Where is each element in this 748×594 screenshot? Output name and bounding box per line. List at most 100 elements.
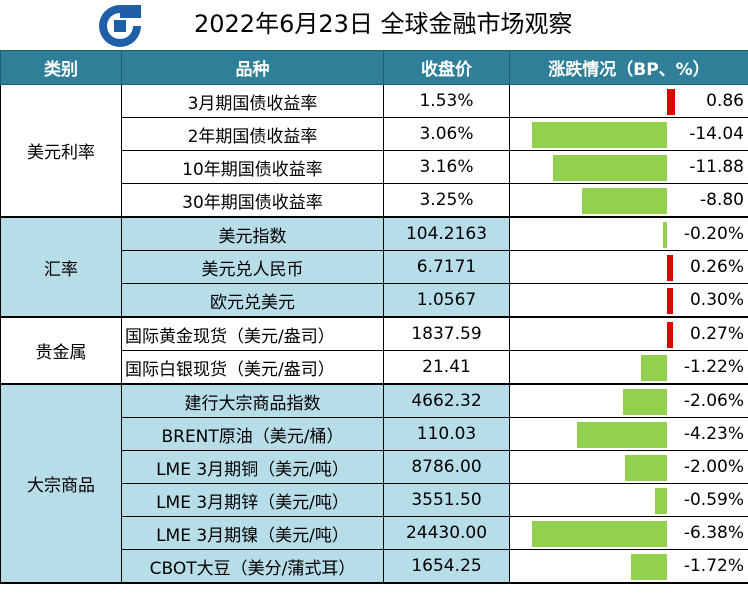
change-value: 0.26% bbox=[689, 257, 744, 277]
change-bar bbox=[654, 488, 667, 514]
change-cell: -0.20% bbox=[509, 217, 748, 251]
table-row: 美元兑人民币 6.7171 0.26% bbox=[1, 250, 748, 284]
category-cell: 美元利率 bbox=[0, 84, 122, 218]
change-cell: -8.80 bbox=[509, 183, 748, 218]
change-cell: 0.27% bbox=[509, 317, 748, 351]
instrument-name: CBOT大豆（美分/蒲式耳） bbox=[121, 549, 384, 584]
category-cell: 汇率 bbox=[0, 217, 122, 318]
page-title: 2022年6月23日 全球金融市场观察 bbox=[194, 10, 573, 38]
change-cell: -1.72% bbox=[509, 549, 748, 584]
category-cell: 大宗商品 bbox=[0, 384, 122, 584]
table-row: LME 3月期锌（美元/吨） 3551.50 -0.59% bbox=[1, 483, 748, 517]
change-bar bbox=[667, 255, 673, 281]
table-row: 2年期国债收益率 3.06% -14.04 bbox=[1, 117, 748, 151]
change-value: -6.38% bbox=[683, 523, 744, 543]
close-price: 8786.00 bbox=[383, 450, 510, 484]
instrument-name: 美元指数 bbox=[121, 217, 384, 251]
instrument-name: 30年期国债收益率 bbox=[121, 183, 384, 218]
change-cell: -6.38% bbox=[509, 516, 748, 550]
change-cell: 0.86 bbox=[509, 84, 748, 118]
instrument-name: 国际白银现货（美元/盎司） bbox=[121, 350, 384, 385]
close-price: 24430.00 bbox=[383, 516, 510, 550]
close-price: 110.03 bbox=[383, 417, 510, 451]
table-row: CBOT大豆（美分/蒲式耳） 1654.25 -1.72% bbox=[1, 549, 748, 584]
change-bar bbox=[582, 188, 667, 214]
change-bar bbox=[532, 122, 667, 148]
instrument-name: LME 3月期锌（美元/吨） bbox=[121, 483, 384, 517]
change-bar bbox=[623, 389, 667, 415]
change-bar bbox=[641, 355, 667, 381]
close-price: 6.7171 bbox=[383, 250, 510, 284]
ccb-logo-icon bbox=[99, 3, 143, 47]
close-price: 3551.50 bbox=[383, 483, 510, 517]
change-bar bbox=[577, 422, 667, 448]
instrument-name: LME 3月期铜（美元/吨） bbox=[121, 450, 384, 484]
instrument-name: 3月期国债收益率 bbox=[121, 84, 384, 118]
close-price: 1654.25 bbox=[383, 549, 510, 584]
column-header-category: 类别 bbox=[0, 50, 122, 85]
table-row: 欧元兑美元 1.0567 0.30% bbox=[1, 283, 748, 318]
change-bar bbox=[662, 222, 667, 248]
instrument-name: LME 3月期镍（美元/吨） bbox=[121, 516, 384, 550]
change-value: -1.72% bbox=[683, 556, 744, 576]
change-value: 0.86 bbox=[706, 91, 744, 111]
change-bar bbox=[667, 288, 674, 314]
table-header-row: 类别 品种 收盘价 涨跌情况（BP、%） bbox=[0, 50, 748, 85]
table-row: 大宗商品 建行大宗商品指数 4662.32 -2.06% bbox=[0, 384, 748, 584]
change-cell: -0.59% bbox=[509, 483, 748, 517]
change-cell: 0.30% bbox=[509, 283, 748, 318]
close-price: 1.0567 bbox=[383, 283, 510, 318]
instrument-name: 欧元兑美元 bbox=[121, 283, 384, 318]
table-row: BRENT原油（美元/桶） 110.03 -4.23% bbox=[1, 417, 748, 451]
category-cell: 贵金属 bbox=[0, 317, 122, 385]
close-price: 21.41 bbox=[383, 350, 510, 385]
change-value: -11.88 bbox=[689, 157, 744, 177]
change-cell: -14.04 bbox=[509, 117, 748, 151]
page-header: 2022年6月23日 全球金融市场观察 bbox=[0, 0, 748, 50]
change-cell: -2.06% bbox=[509, 384, 748, 418]
change-cell: -11.88 bbox=[509, 150, 748, 184]
change-value: 0.27% bbox=[689, 324, 744, 344]
change-value: -2.06% bbox=[683, 391, 744, 411]
table-row: 汇率 美元指数 104.2163 -0.20% bbox=[0, 217, 748, 318]
instrument-name: 国际黄金现货（美元/盎司） bbox=[121, 317, 384, 351]
market-table: 类别 品种 收盘价 涨跌情况（BP、%） 美元利率 3月期国债收益率 1.53% 0.… bbox=[0, 50, 748, 584]
change-cell: 0.26% bbox=[509, 250, 748, 284]
table-row: LME 3月期镍（美元/吨） 24430.00 -6.38% bbox=[1, 516, 748, 550]
table-row: 国际白银现货（美元/盎司） 21.41 -1.22% bbox=[1, 350, 748, 385]
close-price: 104.2163 bbox=[383, 217, 510, 251]
close-price: 3.16% bbox=[383, 150, 510, 184]
change-value: -1.22% bbox=[683, 357, 744, 377]
change-value: -0.20% bbox=[683, 224, 744, 244]
change-cell: -2.00% bbox=[509, 450, 748, 484]
change-bar bbox=[552, 155, 667, 181]
column-header-change: 涨跌情况（BP、%） bbox=[509, 50, 748, 85]
change-bar bbox=[667, 89, 676, 115]
close-price: 3.06% bbox=[383, 117, 510, 151]
change-cell: -4.23% bbox=[509, 417, 748, 451]
column-header-close: 收盘价 bbox=[383, 50, 510, 85]
change-cell: -1.22% bbox=[509, 350, 748, 385]
close-price: 1837.59 bbox=[383, 317, 510, 351]
table-row: 10年期国债收益率 3.16% -11.88 bbox=[1, 150, 748, 184]
table-row: LME 3月期铜（美元/吨） 8786.00 -2.00% bbox=[1, 450, 748, 484]
close-price: 4662.32 bbox=[383, 384, 510, 418]
change-bar bbox=[624, 455, 667, 481]
instrument-name: BRENT原油（美元/桶） bbox=[121, 417, 384, 451]
table-row: 30年期国债收益率 3.25% -8.80 bbox=[1, 183, 748, 218]
close-price: 1.53% bbox=[383, 84, 510, 118]
table-row: 贵金属 国际黄金现货（美元/盎司） 1837.59 0.27% bbox=[0, 317, 748, 385]
change-bar bbox=[630, 554, 667, 580]
instrument-name: 10年期国债收益率 bbox=[121, 150, 384, 184]
change-value: -8.80 bbox=[700, 190, 744, 210]
change-bar bbox=[667, 322, 673, 348]
change-value: 0.30% bbox=[689, 290, 744, 310]
close-price: 3.25% bbox=[383, 183, 510, 218]
change-value: -0.59% bbox=[683, 490, 744, 510]
table-row: 美元利率 3月期国债收益率 1.53% 0.86 bbox=[0, 84, 748, 218]
column-header-name: 品种 bbox=[121, 50, 384, 85]
change-value: -2.00% bbox=[683, 457, 744, 477]
instrument-name: 美元兑人民币 bbox=[121, 250, 384, 284]
change-value: -14.04 bbox=[689, 124, 744, 144]
instrument-name: 建行大宗商品指数 bbox=[121, 384, 384, 418]
